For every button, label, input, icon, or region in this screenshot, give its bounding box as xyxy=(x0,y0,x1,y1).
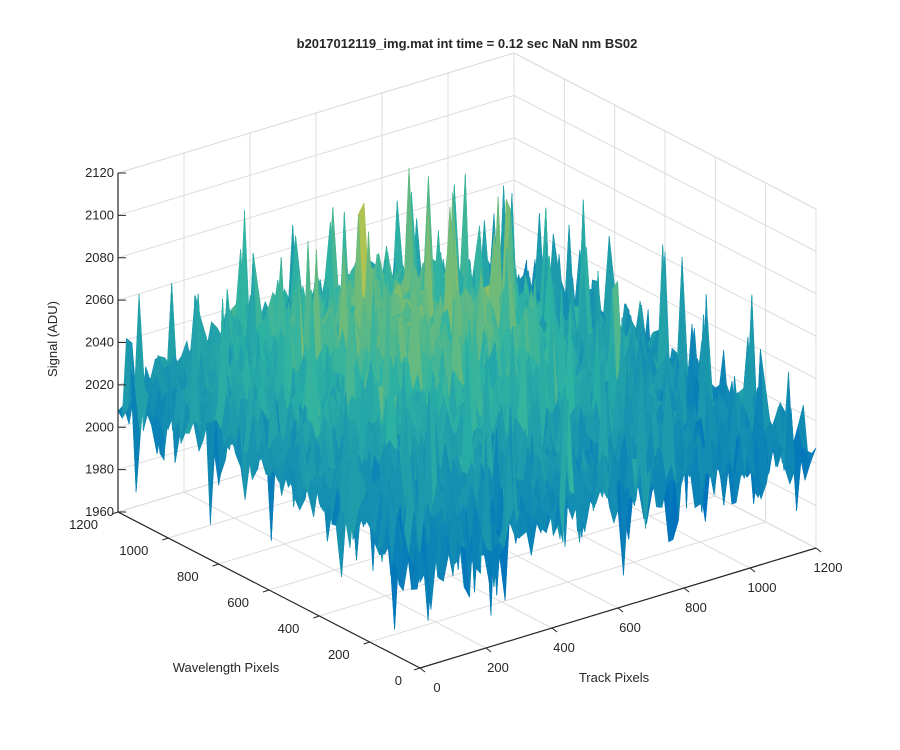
surface-plot xyxy=(117,168,817,630)
floor-gridline-y xyxy=(369,521,766,643)
wall-gridline-z xyxy=(117,137,515,259)
wall-gridline-z xyxy=(513,52,817,210)
wall-gridline-z xyxy=(513,94,817,252)
wall-gridline-z xyxy=(117,52,515,174)
floor-gridline-y xyxy=(319,495,716,617)
wall-gridline-z xyxy=(117,179,515,301)
wall-gridline-z xyxy=(513,137,817,295)
wall-gridline-z xyxy=(117,94,515,216)
